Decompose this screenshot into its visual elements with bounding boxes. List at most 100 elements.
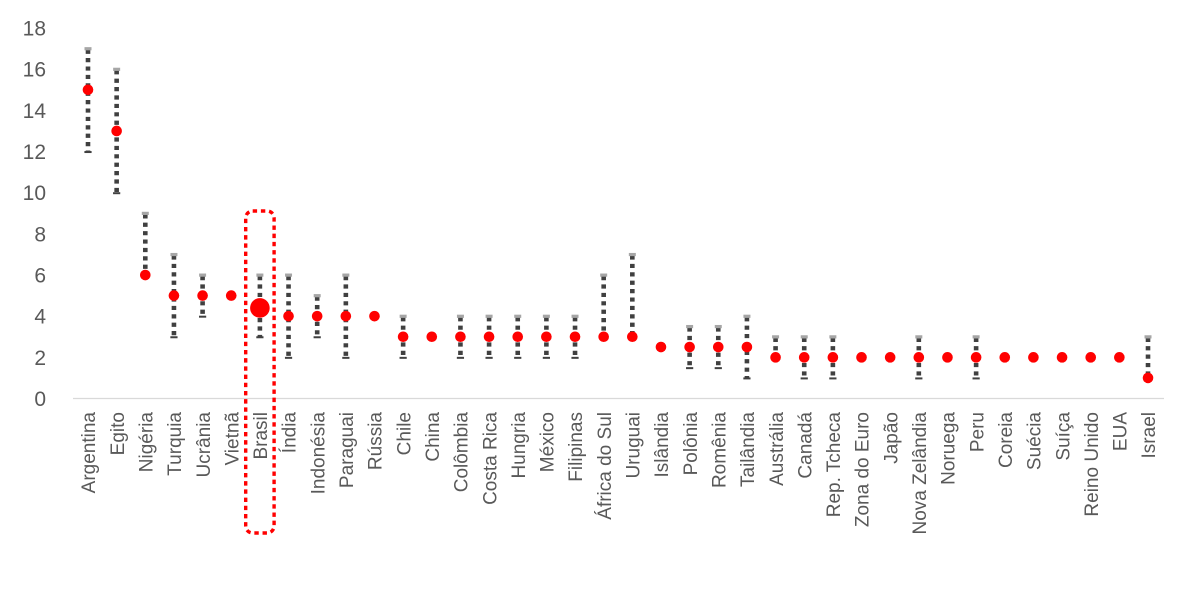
median-dot bbox=[1085, 352, 1097, 363]
median-dot bbox=[541, 331, 552, 343]
range-min-cap bbox=[571, 356, 579, 359]
median-dot bbox=[250, 298, 270, 318]
x-axis-category-label: África do Sul bbox=[595, 412, 616, 520]
range-min-cap bbox=[113, 192, 121, 195]
median-dot bbox=[655, 341, 667, 353]
median-dot bbox=[598, 331, 609, 343]
range-max-cap bbox=[915, 335, 923, 339]
x-axis-category-label: Nigéria bbox=[136, 412, 157, 473]
median-dot bbox=[340, 310, 352, 322]
x-axis-category-label: Suécia bbox=[1025, 412, 1046, 471]
range-min-cap bbox=[829, 377, 837, 380]
median-dot bbox=[627, 331, 638, 343]
median-dot bbox=[999, 352, 1011, 363]
x-axis-category-label: Argentina bbox=[79, 412, 100, 494]
x-axis-category-label: Israel bbox=[1139, 412, 1160, 458]
range-min-cap bbox=[686, 367, 694, 370]
range-max-cap bbox=[714, 324, 722, 329]
range-min-cap bbox=[972, 377, 980, 380]
median-dot bbox=[1142, 372, 1154, 384]
range-max-cap bbox=[170, 252, 178, 257]
y-axis-tick-label: 8 bbox=[34, 223, 46, 246]
range-max-cap bbox=[256, 273, 264, 277]
x-axis-category-label: Hungria bbox=[509, 412, 530, 479]
range-min-cap bbox=[198, 315, 207, 318]
y-axis-tick-label: 10 bbox=[23, 182, 46, 205]
range-max-cap bbox=[972, 335, 980, 339]
range-max-cap bbox=[542, 314, 550, 318]
median-dot bbox=[1056, 352, 1068, 363]
median-dot bbox=[397, 331, 409, 343]
x-axis-category-label: Nova Zelândia bbox=[910, 412, 931, 535]
x-axis-category-label: Zona do Euro bbox=[853, 412, 874, 527]
range-min-cap bbox=[342, 356, 350, 359]
median-dot bbox=[827, 352, 839, 363]
median-dot bbox=[770, 352, 781, 363]
x-axis-category-label: Paraguai bbox=[337, 412, 358, 488]
range-min-cap bbox=[456, 356, 465, 359]
median-dot bbox=[426, 331, 438, 343]
median-dot bbox=[942, 352, 953, 363]
x-axis-category-label: Turquia bbox=[165, 412, 186, 476]
range-max-cap bbox=[199, 273, 207, 277]
range-min-cap bbox=[915, 377, 923, 380]
range-max-cap bbox=[399, 314, 407, 318]
range-min-cap bbox=[485, 356, 493, 359]
y-axis-tick-label: 6 bbox=[34, 265, 46, 288]
median-dot bbox=[1114, 352, 1125, 363]
median-dot bbox=[311, 310, 323, 322]
median-dot bbox=[970, 352, 982, 363]
median-dot bbox=[369, 310, 380, 322]
median-dot bbox=[139, 269, 151, 281]
x-axis-category-label: Filipinas bbox=[566, 412, 587, 482]
median-dot bbox=[1028, 352, 1039, 363]
x-axis-category-label: Noruega bbox=[939, 412, 960, 485]
y-axis-tick-label: 0 bbox=[34, 388, 46, 411]
median-dot bbox=[168, 290, 180, 301]
y-axis-tick-label: 18 bbox=[23, 18, 46, 41]
range-max-cap bbox=[342, 273, 350, 277]
median-dot bbox=[856, 352, 867, 363]
range-max-cap bbox=[772, 335, 780, 339]
range-max-cap bbox=[514, 314, 522, 318]
range-min-cap bbox=[743, 377, 751, 380]
median-dot bbox=[82, 84, 94, 96]
x-axis-category-label: EUA bbox=[1111, 412, 1132, 451]
range-max-cap bbox=[456, 314, 464, 318]
range-max-cap bbox=[628, 252, 636, 257]
range-max-cap bbox=[600, 273, 608, 277]
y-axis-tick-label: 16 bbox=[23, 59, 46, 82]
range-min-cap bbox=[170, 336, 178, 339]
median-dot bbox=[569, 331, 581, 343]
range-min-cap bbox=[399, 356, 407, 359]
x-axis-category-label: Polônia bbox=[681, 412, 702, 476]
x-axis-category-label: Rep. Tcheca bbox=[824, 412, 845, 518]
x-axis-category-label: Indonésia bbox=[308, 412, 329, 495]
median-dot bbox=[741, 341, 753, 353]
range-min-cap bbox=[514, 356, 522, 359]
median-dot bbox=[483, 331, 495, 343]
range-min-cap bbox=[313, 336, 321, 339]
brasil-highlight-box bbox=[243, 209, 276, 535]
median-dot bbox=[684, 341, 695, 353]
x-axis-category-label: Costa Rica bbox=[480, 412, 501, 505]
x-axis-category-label: Índia bbox=[280, 412, 301, 454]
median-dot bbox=[197, 290, 208, 301]
median-dot bbox=[712, 341, 724, 353]
range-max-cap bbox=[686, 324, 694, 329]
range-min-cap bbox=[256, 336, 264, 339]
range-min-cap bbox=[542, 356, 550, 359]
x-axis-category-label: Vietnã bbox=[222, 412, 243, 466]
median-dot bbox=[455, 331, 466, 343]
x-axis-category-label: China bbox=[423, 412, 444, 462]
range-max-cap bbox=[485, 314, 493, 318]
median-dot bbox=[283, 310, 294, 322]
median-dot bbox=[884, 352, 896, 363]
range-min-cap bbox=[714, 367, 722, 370]
x-axis-category-label: Rússia bbox=[366, 412, 387, 471]
range-min-cap bbox=[284, 356, 293, 359]
x-axis-category-label: Colômbia bbox=[452, 412, 473, 493]
x-axis-category-label: Chile bbox=[394, 412, 415, 455]
